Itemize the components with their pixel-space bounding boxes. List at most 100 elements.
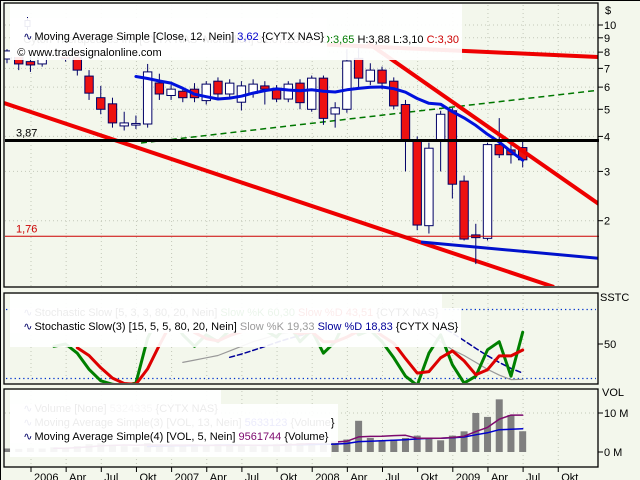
candle-body-2006-07 [96,97,106,110]
level-label: 3,87 [16,127,37,139]
candle-body-2007-06 [224,82,235,95]
downtrend-steep [366,41,598,206]
x-tick-label-Apr: Apr [491,472,508,480]
price-tick-label: 2 [604,216,610,228]
candle-body-2008-09 [400,104,411,141]
x-tick-label-Jul: Jul [245,472,259,480]
price-tick-label: 9 [604,33,610,45]
candle-body-2006-06 [84,75,94,94]
volume-bar-2009-05 [495,399,503,452]
price-ma-legend: ∿ Moving Average Simple [Close, 12, Nein]… [10,18,328,57]
volume-tick-label: 0 M [604,447,622,459]
candle-body-2008-03 [330,107,340,115]
volume-bar-2008-06 [366,437,374,452]
candle-body-2008-08 [389,80,399,107]
x-tick-label-Okt: Okt [421,472,438,480]
volume-axis-unit: VOL [602,387,625,399]
volume-bar-2008-03 [331,442,339,452]
x-tick-label-Jul: Jul [104,472,118,480]
indicator-wave-icon: ∿ [23,431,33,443]
volume-bar-2008-07 [378,440,386,452]
indicator-wave-icon: ∿ [23,321,33,333]
price-tick-label: 10 [604,20,616,32]
candle-body-2008-11 [424,147,434,227]
volume-tick-label: 10 M [604,408,628,420]
stoch2-d-value: Slow %D 18,83 [317,321,393,333]
price-tick-label: 4 [604,131,610,143]
copyright-note: © www.tradesignalonline.com [4,34,165,73]
volume-bar-2008-09 [401,437,409,452]
main-panel-frame [3,2,599,288]
stochastic-panel-frame [3,292,599,385]
downtrend-main [4,101,555,286]
candle-body-2006-12 [154,82,165,95]
volume-bar-2009-02 [460,431,468,452]
x-tick-label-Okt: Okt [139,472,156,480]
volume-panel-frame [3,388,599,468]
price-tick-label: 3 [604,166,610,178]
volume-ma5-suffix: {Volume} [281,431,329,443]
volume-bar-2009-04 [484,416,492,452]
volume-bar-2008-04 [343,439,351,452]
x-tick-label-Apr: Apr [210,472,227,480]
volume-ma5-value: 9561744 [238,431,282,443]
candle-body-2009-04 [482,144,493,239]
stochastic-legend-2: ∿ Stochastic Slow(3) [15, 5, 5, 80, 20, N… [10,308,462,347]
volume-bar-2008-12 [437,440,445,452]
candle-body-2006-11 [142,71,153,125]
high-low-values: H:3,88 L:3,10 [354,34,427,46]
indicator-wave-icon: ∿ [23,31,33,43]
volume-bar-2008-10 [413,435,421,452]
price-axis-unit: $ [605,5,612,17]
level-label: 1,76 [16,223,37,235]
stoch2-suffix: {CYTX NAS} [392,321,459,333]
volume-bar-2008-11 [425,437,433,452]
x-tick-label-Jul: Jul [526,472,540,480]
support-blue [420,240,598,260]
candle-body-2008-07 [377,69,387,84]
candle-body-2008-12 [435,113,446,141]
candle-body-2008-02 [318,77,329,119]
stoch2-k-value: Slow %K 19,33 [239,321,315,333]
x-tick-label-Apr: Apr [350,472,367,480]
volume-bar-2005-11 [4,448,11,452]
candle-body-2007-02 [178,90,188,99]
candle-body-2006-10 [131,122,141,126]
x-tick-label-2007: 2007 [175,472,199,480]
copyright-text: © www.tradesignalonline.com [17,47,162,59]
close-value: C:3,30 [426,34,460,46]
stoch2-label: Stochastic Slow(3) [15, 5, 5, 80, 20, Ne… [34,321,240,333]
volume-ma5-label: Moving Average Simple(4) [VOL, 5, Nein] [34,431,239,443]
price-ma-value: 3,62 [237,31,259,43]
candle-body-2008-06 [365,69,376,82]
x-tick-label-Okt: Okt [561,472,578,480]
price-ma-suffix: {CYTX NAS} [258,31,325,43]
x-tick-label-Apr: Apr [69,472,86,480]
stochastic-axis-unit: SSTC [600,292,630,304]
candle-body-2009-05 [494,144,504,156]
candle-body-2008-04 [342,60,352,110]
open-value: O:3,65 [321,34,355,46]
volume-bar-2009-03 [472,413,480,452]
uptrend-green-dashed [140,89,598,144]
price-tick-label: 5 [604,104,610,116]
stoch-tick-label: 50 [604,339,616,351]
candle-body-2006-08 [107,103,118,124]
price-tick-label: 8 [604,47,610,59]
candle-body-2008-05 [353,57,364,79]
x-tick-label-2006: 2006 [34,472,58,480]
candle-body-2006-01 [25,61,36,66]
volume-ma5-legend: ∿ Moving Average Simple(4) [VOL, 5, Nein]… [10,418,332,457]
candle-body-2007-04 [201,83,211,102]
volume-bar-2008-08 [390,439,398,452]
candle-body-2006-09 [119,122,129,127]
price-ma-label: Moving Average Simple [Close, 12, Nein] [34,31,238,43]
candle-body-2007-05 [213,80,223,95]
candle-body-2009-02 [459,180,469,240]
candle-body-2009-01 [447,110,458,185]
candle-body-2007-12 [295,82,305,104]
x-tick-label-Jul: Jul [386,472,400,480]
candle-body-2008-01 [307,77,317,110]
price-ma12-line [134,75,525,162]
